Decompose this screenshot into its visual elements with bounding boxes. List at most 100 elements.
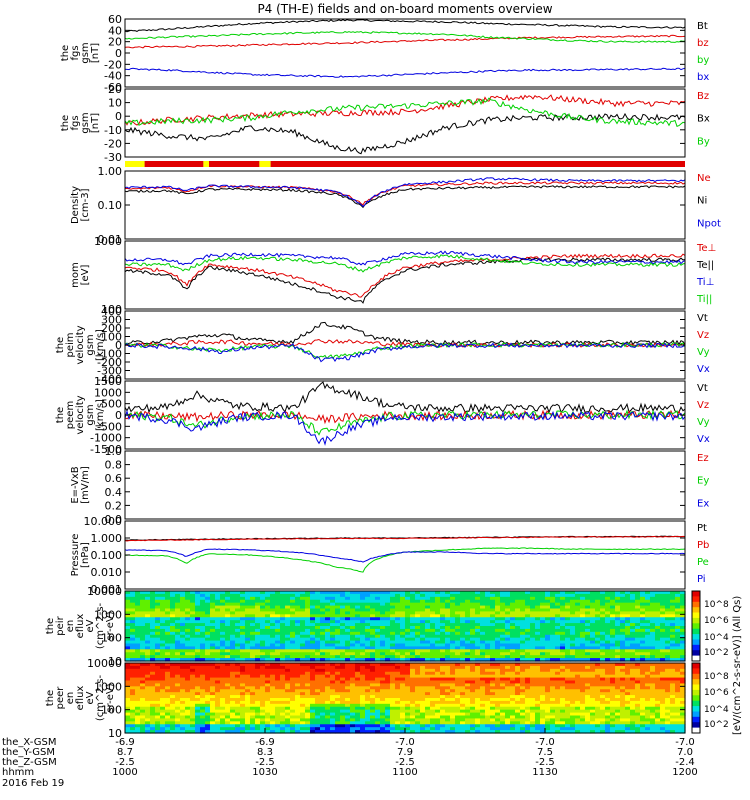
spectrogram-cell <box>570 608 576 613</box>
spectrogram-cell <box>240 652 246 656</box>
spectrogram-cell <box>615 599 621 604</box>
spectrogram-cell <box>185 602 191 607</box>
spectrogram-cell <box>660 646 666 650</box>
spectrogram-cell <box>265 706 271 711</box>
spectrogram-cell <box>665 640 671 645</box>
spectrogram-cell <box>270 637 276 642</box>
spectrogram-cell <box>670 646 676 650</box>
spectrogram-cell <box>230 643 236 648</box>
spectrogram-cell <box>540 608 546 613</box>
spectrogram-cell <box>250 695 256 699</box>
spectrogram-cell <box>420 677 426 682</box>
spectrogram-cell <box>365 700 371 705</box>
spectrogram-cell <box>210 628 216 633</box>
spectrogram-cell <box>125 663 131 667</box>
spectrogram-cell <box>415 706 421 711</box>
spectrogram-cell <box>340 692 346 696</box>
spectrogram-cell <box>285 655 291 659</box>
spectrogram-cell <box>450 655 456 659</box>
spectrogram-cell <box>485 663 491 667</box>
y-axis-label: gsm <box>80 42 91 63</box>
spectrogram-cell <box>325 715 331 720</box>
spectrogram-cell <box>460 623 466 627</box>
spectrogram-cell <box>315 689 321 693</box>
spectrogram-cell <box>155 730 161 734</box>
spectrogram-cell <box>355 724 361 728</box>
spectrogram-cell <box>645 646 651 650</box>
spectrogram-cell <box>510 602 516 607</box>
spectrogram-cell <box>510 665 516 670</box>
spectrogram-cell <box>360 674 366 679</box>
spectrogram-cell <box>195 703 201 708</box>
spectrogram-cell <box>335 689 341 693</box>
spectrogram-cell <box>375 677 381 682</box>
spectrogram-cell <box>555 608 561 613</box>
spectrogram-cell <box>180 614 186 618</box>
spectrogram-cell <box>295 605 301 610</box>
spectrogram-cell <box>445 680 451 685</box>
spectrogram-cell <box>440 658 446 662</box>
spectrogram-cell <box>325 689 331 693</box>
spectrogram-cell <box>270 671 276 676</box>
spectrogram-cell <box>155 626 161 630</box>
spectrogram-cell <box>215 671 221 676</box>
spectrogram-cell <box>165 614 171 618</box>
spectrogram-cell <box>335 658 341 662</box>
spectrogram-cell <box>270 727 276 731</box>
spectrogram-cell <box>365 689 371 693</box>
spectrogram-cell <box>435 721 441 725</box>
spectrogram-cell <box>310 665 316 670</box>
spectrogram-cell <box>295 663 301 667</box>
spectrogram-cell <box>460 611 466 615</box>
spectrogram-cell <box>535 703 541 708</box>
spectrogram-cell <box>160 631 166 636</box>
spectrogram-cell <box>345 680 351 685</box>
spectrogram-cell <box>505 623 511 627</box>
spectrogram-cell <box>260 649 266 653</box>
spectrogram-cell <box>380 614 386 618</box>
spectrogram-cell <box>445 605 451 610</box>
spectrogram-cell <box>290 712 296 717</box>
spectrogram-cell <box>470 665 476 670</box>
spectrogram-cell <box>605 628 611 633</box>
spectrogram-cell <box>200 730 206 734</box>
spectrogram-cell <box>265 698 271 702</box>
spectrogram-cell <box>255 646 261 650</box>
legend-entry: Vy <box>697 417 710 428</box>
spectrogram-cell <box>485 698 491 702</box>
spectrogram-cell <box>530 617 536 621</box>
spectrogram-cell <box>555 593 561 598</box>
y-axis-label: the <box>60 115 71 131</box>
spectrogram-cell <box>475 692 481 696</box>
spectrogram-cell <box>415 712 421 717</box>
spectrogram-cell <box>160 692 166 696</box>
spectrogram-cell <box>265 730 271 734</box>
spectrogram-cell <box>425 658 431 662</box>
spectrogram-cell <box>175 674 181 679</box>
spectrogram-cell <box>415 617 421 621</box>
spectrogram-cell <box>410 692 416 696</box>
spectrogram-cell <box>140 643 146 648</box>
legend-entry: Pi <box>697 574 706 585</box>
spectrogram-cell <box>515 715 521 720</box>
spectrogram-cell <box>535 712 541 717</box>
spectrogram-cell <box>195 668 201 673</box>
spectrogram-cell <box>215 591 221 595</box>
spectrogram-cell <box>665 634 671 639</box>
spectrogram-cell <box>170 596 176 601</box>
spectrogram-cell <box>260 617 266 621</box>
spectrogram-cell <box>215 698 221 702</box>
spectrogram-cell <box>315 596 321 601</box>
spectrogram-cell <box>560 655 566 659</box>
spectrogram-cell <box>585 640 591 645</box>
spectrogram-cell <box>340 593 346 598</box>
spectrogram-cell <box>140 727 146 731</box>
spectrogram-cell <box>190 703 196 708</box>
spectrogram-cell <box>160 665 166 670</box>
spectrogram-cell <box>505 706 511 711</box>
spectrogram-cell <box>580 649 586 653</box>
spectrogram-cell <box>605 602 611 607</box>
spectrogram-cell <box>180 680 186 685</box>
spectrogram-cell <box>520 692 526 696</box>
spectrogram-cell <box>605 623 611 627</box>
